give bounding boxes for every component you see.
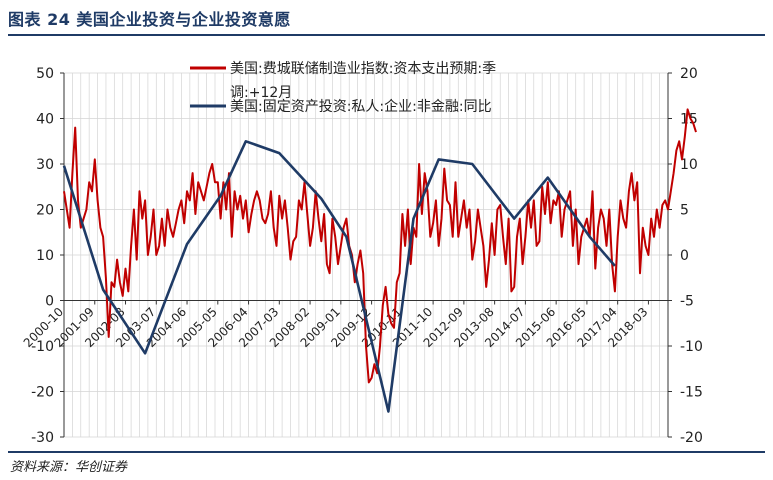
- legend-label: 美国:固定资产投资:私人:企业:非金融:同比: [230, 98, 492, 115]
- y-right-tick-label: 10: [680, 157, 698, 173]
- bottom-rule: [8, 451, 765, 453]
- series-line-fixed-investment: [62, 140, 616, 413]
- series-line-philly-fed-capex: [63, 108, 697, 384]
- y-left-tick-label: -20: [31, 385, 54, 401]
- legend-label: 美国:费城联储制造业指数:资本支出预期:季: [230, 61, 496, 77]
- y-left-tick-label: -10: [31, 339, 54, 355]
- y-left-tick-label: 20: [36, 203, 54, 219]
- source-note: 资料来源：华创证券: [10, 460, 128, 475]
- y-left-tick-label: 50: [36, 66, 54, 82]
- y-right-tick-label: -15: [680, 385, 703, 401]
- title-rule: [8, 34, 765, 36]
- title-row: 图表 24 美国企业投资与企业投资意愿: [8, 6, 765, 34]
- y-right-tick-label: -20: [680, 430, 703, 446]
- y-right-tick-label: 5: [680, 203, 689, 219]
- y-right-tick-label: -10: [680, 339, 703, 355]
- y-left-tick-label: 30: [36, 157, 54, 173]
- y-left-tick-label: 0: [45, 294, 54, 310]
- y-right-tick-label: -5: [680, 294, 694, 310]
- y-right-tick-label: 20: [680, 66, 698, 82]
- y-left-tick-label: -30: [31, 430, 54, 446]
- y-left-tick-label: 10: [36, 248, 54, 264]
- legend-label-line2: 调:+12月: [230, 85, 292, 101]
- chart-title: 图表 24 美国企业投资与企业投资意愿: [8, 10, 291, 29]
- y-left-tick-label: 40: [36, 112, 54, 128]
- y-right-tick-label: 0: [680, 248, 689, 264]
